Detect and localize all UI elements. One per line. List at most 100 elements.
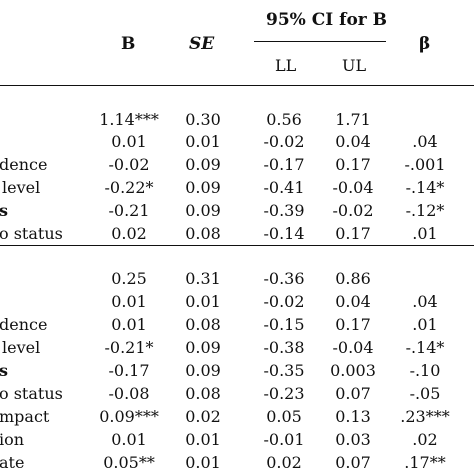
cell-beta: -.001 [404, 155, 446, 174]
table-row: mpact 0.09*** 0.02 0.05 0.13 .23*** [0, 407, 474, 427]
table-row: 0.25 0.31 -0.36 0.86 [0, 269, 474, 289]
cell-b: -0.08 [108, 384, 150, 403]
table-row: s -0.17 0.09 -0.35 0.003 -.10 [0, 361, 474, 381]
row-label: s [0, 361, 9, 380]
header-bottom-rule [0, 85, 474, 87]
col-header-b: B [121, 34, 136, 54]
cell-ul: 0.03 [335, 430, 371, 449]
cell-se: 0.09 [185, 178, 221, 197]
cell-b: -0.21* [104, 338, 154, 357]
cell-ll: -0.36 [263, 269, 305, 288]
cell-ll: -0.02 [263, 292, 305, 311]
cell-b: -0.02 [108, 155, 150, 174]
row-label: o status [0, 384, 63, 403]
cell-se: 0.08 [185, 224, 221, 243]
row-label: ion [0, 430, 25, 449]
table-row: s -0.21 0.09 -0.39 -0.02 -.12* [0, 201, 474, 221]
cell-beta: .01 [412, 315, 438, 334]
cell-ul: 1.71 [335, 110, 371, 129]
cell-b: 0.01 [111, 430, 147, 449]
cell-se: 0.09 [185, 361, 221, 380]
cell-ll: 0.56 [266, 110, 302, 129]
row-label: level [2, 178, 41, 197]
row-label: o status [0, 224, 63, 243]
cell-ll: -0.41 [263, 178, 305, 197]
cell-beta: .23*** [400, 407, 450, 426]
cell-b: 0.25 [111, 269, 147, 288]
cell-ul: 0.86 [335, 269, 371, 288]
cell-beta: -.05 [409, 384, 441, 403]
table-row: dence -0.02 0.09 -0.17 0.17 -.001 [0, 155, 474, 175]
cell-b: 1.14*** [99, 110, 159, 129]
cell-beta: -.12* [405, 201, 445, 220]
cell-beta: .17** [404, 453, 446, 472]
cell-ll: -0.17 [263, 155, 305, 174]
cell-ul: 0.04 [335, 292, 371, 311]
cell-se: 0.01 [185, 132, 221, 151]
cell-b: 0.05** [103, 453, 155, 472]
table-row: ion 0.01 0.01 -0.01 0.03 .02 [0, 430, 474, 450]
cell-ll: -0.02 [263, 132, 305, 151]
cell-b: -0.17 [108, 361, 150, 380]
row-label: mpact [0, 407, 50, 426]
cell-beta: .04 [412, 292, 438, 311]
cell-se: 0.30 [185, 110, 221, 129]
cell-beta: .01 [412, 224, 438, 243]
block-divider-rule [0, 245, 474, 247]
cell-ll: 0.02 [266, 453, 302, 472]
cell-ll: 0.05 [266, 407, 302, 426]
cell-ul: 0.13 [335, 407, 371, 426]
cell-ll: -0.23 [263, 384, 305, 403]
cell-ul: -0.04 [332, 338, 374, 357]
row-label: dence [0, 315, 48, 334]
cell-ul: 0.17 [335, 315, 371, 334]
col-header-beta: β [419, 34, 431, 54]
row-label: dence [0, 155, 48, 174]
row-label: ate [0, 453, 25, 472]
col-header-se: SE [189, 34, 215, 54]
table-row: 1.14*** 0.30 0.56 1.71 [0, 110, 474, 130]
cell-se: 0.09 [185, 338, 221, 357]
cell-ul: -0.04 [332, 178, 374, 197]
table-row: ate 0.05** 0.01 0.02 0.07 .17** [0, 453, 474, 473]
cell-b: 0.01 [111, 315, 147, 334]
cell-ul: 0.07 [335, 453, 371, 472]
cell-beta: .02 [412, 430, 438, 449]
cell-se: 0.09 [185, 155, 221, 174]
cell-ul: 0.17 [335, 155, 371, 174]
cell-beta: -.10 [409, 361, 441, 380]
col-header-ll: LL [275, 56, 297, 75]
cell-beta: -.14* [405, 338, 445, 357]
cell-se: 0.09 [185, 201, 221, 220]
cell-se: 0.08 [185, 384, 221, 403]
cell-b: 0.02 [111, 224, 147, 243]
col-header-ul: UL [342, 56, 367, 75]
cell-se: 0.01 [185, 292, 221, 311]
cell-ll: -0.01 [263, 430, 305, 449]
cell-ll: -0.15 [263, 315, 305, 334]
cell-ul: 0.04 [335, 132, 371, 151]
ci-group-rule [254, 41, 386, 43]
cell-b: -0.22* [104, 178, 154, 197]
cell-b: 0.09*** [99, 407, 159, 426]
cell-se: 0.31 [185, 269, 221, 288]
table-row: level -0.21* 0.09 -0.38 -0.04 -.14* [0, 338, 474, 358]
table-row: 0.01 0.01 -0.02 0.04 .04 [0, 292, 474, 312]
cell-ul: 0.07 [335, 384, 371, 403]
table-row: o status -0.08 0.08 -0.23 0.07 -.05 [0, 384, 474, 404]
cell-ll: -0.38 [263, 338, 305, 357]
cell-ll: -0.35 [263, 361, 305, 380]
cell-ll: -0.39 [263, 201, 305, 220]
cell-b: -0.21 [108, 201, 150, 220]
row-label: level [2, 338, 41, 357]
cell-ul: 0.17 [335, 224, 371, 243]
cell-se: 0.02 [185, 407, 221, 426]
cell-b: 0.01 [111, 292, 147, 311]
table-row: o status 0.02 0.08 -0.14 0.17 .01 [0, 224, 474, 244]
cell-se: 0.08 [185, 315, 221, 334]
row-label: s [0, 201, 9, 220]
cell-se: 0.01 [185, 453, 221, 472]
ci-group-header: 95% CI for B [266, 10, 388, 30]
table-row: dence 0.01 0.08 -0.15 0.17 .01 [0, 315, 474, 335]
cell-b: 0.01 [111, 132, 147, 151]
